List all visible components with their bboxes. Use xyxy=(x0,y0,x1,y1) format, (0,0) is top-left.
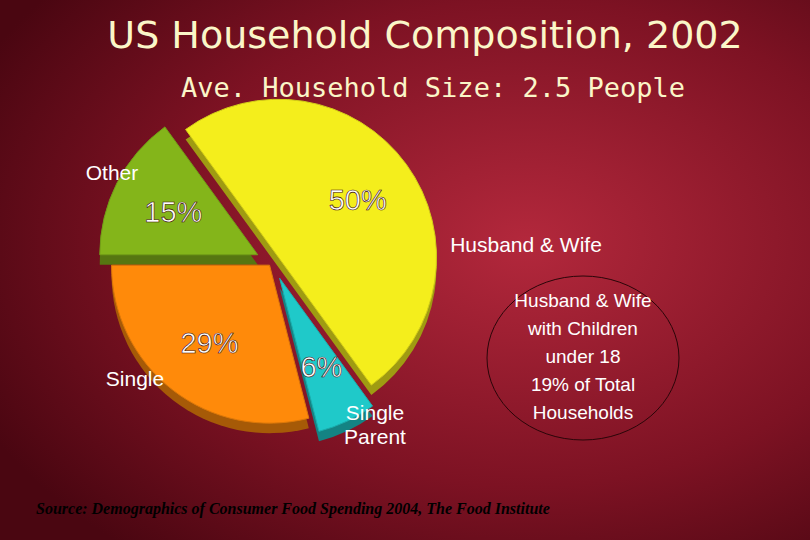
annotation: Husband & Wife with Children under 18 19% o… xyxy=(487,276,679,440)
slice xyxy=(112,265,309,423)
category-label: Single xyxy=(106,367,164,390)
chart: US Household Composition, 2002 Ave. House… xyxy=(0,0,810,540)
subtitle: Ave. Household Size: 2.5 People xyxy=(181,72,685,103)
source: Source: Demographics of Consumer Food Sp… xyxy=(36,500,550,518)
slice xyxy=(100,127,258,255)
data-label: 29% xyxy=(180,327,238,359)
data-labels: 50% 6% 29% 15% xyxy=(144,184,386,383)
background xyxy=(0,0,810,540)
category-label: Husband & Wife xyxy=(450,233,602,256)
annotation-text: under 18 xyxy=(545,346,620,367)
category-label: SingleParent xyxy=(344,401,406,448)
pie xyxy=(100,99,437,441)
annotation-text: 19% of Total xyxy=(531,374,635,395)
title: US Household Composition, 2002 xyxy=(107,13,742,57)
annotation-ellipse xyxy=(487,276,679,440)
data-label: 6% xyxy=(300,351,342,383)
category-label: Other xyxy=(86,161,139,184)
data-label: 15% xyxy=(144,196,202,228)
annotation-text: with Children xyxy=(527,318,638,339)
annotation-text: Households xyxy=(533,402,633,423)
data-label: 50% xyxy=(329,184,387,216)
annotation-text: Husband & Wife xyxy=(514,290,651,311)
